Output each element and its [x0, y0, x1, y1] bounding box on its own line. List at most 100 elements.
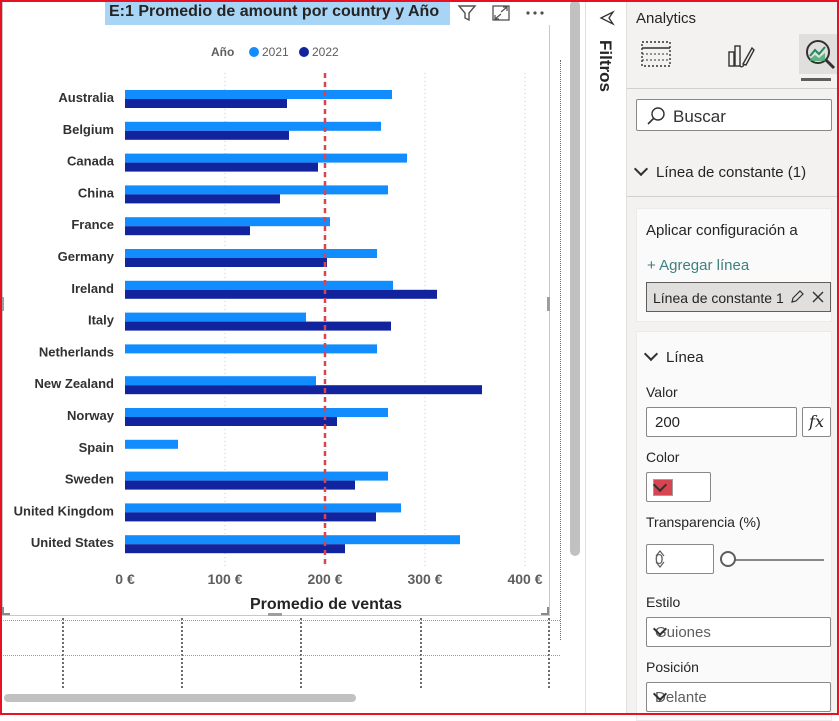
- bar-2022: [125, 194, 280, 204]
- bar-2022: [125, 385, 482, 395]
- bar-2022: [125, 512, 376, 522]
- canvas-guide: [560, 60, 561, 640]
- category-label: New Zealand: [35, 376, 115, 391]
- spinner-icon[interactable]: [655, 548, 710, 574]
- bar-2021: [125, 280, 393, 290]
- apply-to-label: Aplicar configuración a: [646, 222, 798, 239]
- fields-tab[interactable]: [636, 34, 676, 74]
- format-tab[interactable]: [718, 34, 758, 74]
- bar-2022: [125, 99, 287, 108]
- section-title: Línea de constante (1): [656, 164, 807, 181]
- canvas-guide: [548, 618, 550, 688]
- bar-2022: [125, 289, 437, 299]
- legend-label: 2021: [262, 45, 289, 59]
- resize-handle-left[interactable]: [1, 297, 4, 311]
- style-label: Estilo: [646, 594, 681, 610]
- resize-corner-bottom-left[interactable]: [2, 607, 10, 615]
- resize-corner-bottom-right[interactable]: [541, 607, 549, 615]
- transparency-slider-thumb[interactable]: [720, 551, 736, 567]
- category-label: United States: [31, 535, 114, 550]
- category-label: Sweden: [65, 472, 114, 487]
- active-tab-indicator: [801, 78, 831, 81]
- bar-2021: [125, 217, 330, 227]
- position-select[interactable]: Delante: [646, 682, 831, 712]
- bar-2022: [125, 544, 345, 554]
- bar-2021: [125, 249, 377, 258]
- canvas-guide: [300, 618, 302, 688]
- legend-marker: [299, 47, 309, 57]
- chart-area: Año 2021 2022 Australia Belgium Canada China Fr…: [14, 45, 543, 613]
- report-canvas: E:1 Promedio de amount por country y Año…: [0, 0, 580, 702]
- color-label: Color: [646, 449, 680, 465]
- more-options-icon[interactable]: [524, 3, 546, 23]
- bar-2021: [125, 153, 407, 163]
- constant-line-section-header[interactable]: Línea de constante (1): [633, 161, 807, 181]
- resize-handle-bottom[interactable]: [268, 613, 282, 616]
- bar-2021: [125, 312, 306, 322]
- position-label: Posición: [646, 659, 699, 675]
- legend-label: 2022: [312, 45, 339, 59]
- analytics-tab[interactable]: [799, 34, 839, 74]
- bar-2021: [125, 90, 392, 99]
- bar-2021: [125, 439, 178, 449]
- apply-settings-card: Aplicar configuración a + Agregar línea …: [636, 208, 832, 322]
- category-label: Italy: [88, 313, 115, 328]
- category-label: Belgium: [63, 122, 114, 137]
- canvas-guide: [181, 618, 183, 688]
- category-label: Australia: [58, 90, 114, 105]
- position-value: Delante: [655, 689, 707, 706]
- resize-handle-right[interactable]: [547, 297, 550, 311]
- bar-chart-visual[interactable]: E:1 Promedio de amount por country y Año…: [1, 0, 550, 616]
- horizontal-scrollbar[interactable]: [4, 694, 356, 702]
- visual-title-bar: E:1 Promedio de amount por country y Año: [105, 1, 450, 25]
- close-icon[interactable]: [810, 289, 839, 308]
- collapse-icon[interactable]: [599, 10, 615, 31]
- color-picker[interactable]: [646, 472, 711, 502]
- legend-marker: [249, 47, 259, 57]
- table-fields-icon: [636, 41, 676, 78]
- transparency-input[interactable]: 0: [646, 544, 714, 574]
- x-tick-label: 300 €: [407, 571, 442, 587]
- bar-2021: [125, 503, 401, 513]
- transparency-slider-track[interactable]: [727, 559, 824, 561]
- chevron-down-icon: [643, 346, 659, 362]
- add-line-button[interactable]: + Agregar línea: [647, 257, 750, 274]
- bar-2021: [125, 121, 381, 131]
- category-label: Norway: [67, 408, 115, 423]
- value-label: Valor: [646, 384, 678, 400]
- line-section-header[interactable]: Línea: [643, 346, 704, 366]
- visual-header-toolbar: [450, 1, 550, 25]
- x-tick-label: 200 €: [307, 571, 342, 587]
- magnifier-chart-icon: [799, 40, 839, 78]
- divider: [627, 196, 839, 197]
- category-label: France: [71, 217, 114, 232]
- visual-title: E:1 Promedio de amount por country y Año: [109, 3, 440, 20]
- vertical-scrollbar[interactable]: [570, 0, 580, 556]
- bar-2021: [125, 185, 388, 195]
- legend-title: Año: [211, 45, 234, 59]
- transparency-value: 0: [655, 551, 664, 568]
- style-select[interactable]: Guiones: [646, 617, 831, 647]
- filter-icon[interactable]: [456, 3, 478, 23]
- constant-line-selector[interactable]: Línea de constante 1: [646, 282, 831, 312]
- x-tick-label: 0 €: [115, 571, 135, 587]
- x-tick-label: 100 €: [207, 571, 242, 587]
- bar-2021: [125, 376, 316, 386]
- chevron-down-icon: [633, 161, 649, 177]
- bar-2022: [125, 226, 250, 236]
- filters-label[interactable]: Filtros: [596, 40, 615, 92]
- pencil-icon[interactable]: [789, 289, 839, 308]
- focus-mode-icon[interactable]: [490, 3, 512, 23]
- value-text: 200: [655, 414, 681, 431]
- category-label: Spain: [79, 440, 114, 455]
- canvas-guide: [62, 618, 64, 688]
- line-chip-label: Línea de constante 1: [653, 290, 784, 306]
- search-placeholder: Buscar: [673, 107, 726, 126]
- fx-button[interactable]: fx: [802, 407, 831, 437]
- x-axis-title: Promedio de ventas: [250, 596, 402, 613]
- filters-pane[interactable]: Filtros: [585, 0, 627, 715]
- search-input[interactable]: Buscar: [636, 99, 832, 131]
- category-label: United Kingdom: [14, 503, 114, 518]
- category-label: Germany: [58, 249, 115, 264]
- value-input[interactable]: 200: [646, 407, 797, 437]
